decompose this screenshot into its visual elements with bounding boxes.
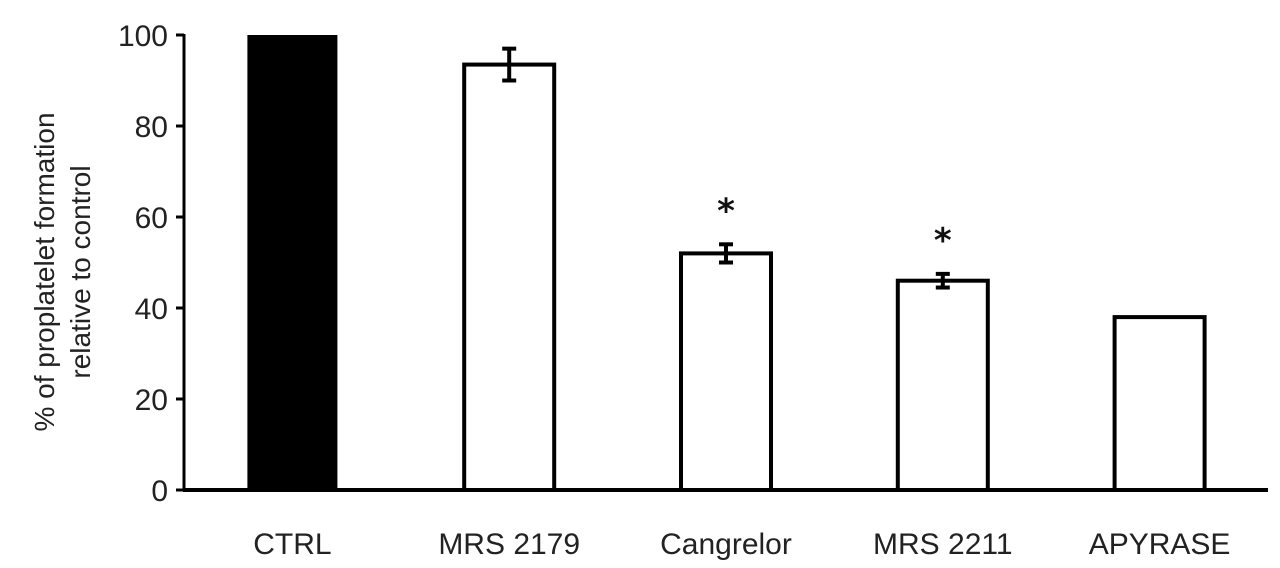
x-axis: CTRL MRS 2179 Cangrelor MRS 2211 APYRASE [183,488,1268,561]
y-tick-label: 20 [135,384,168,417]
y-axis: 0 20 40 60 80 100 [118,20,186,508]
significance-marker: * [934,221,952,261]
y-axis-title-line-2: relative to control [65,165,96,378]
x-category-label: CTRL [253,528,331,561]
bar [462,62,557,492]
y-tick-label: 100 [118,20,168,53]
x-category-label: APYRASE [1089,528,1231,561]
x-category-label: Cangrelor [660,528,792,561]
y-tick-label: 40 [135,293,168,326]
significance-markers: ** [717,191,952,261]
y-axis-title: % of proplatelet formation relative to c… [29,112,96,431]
bar [1112,315,1207,492]
x-category-label: MRS 2179 [438,528,580,561]
significance-marker: * [717,191,735,231]
bar [247,35,338,490]
bar [895,278,990,493]
y-axis-title-line-1: % of proplatelet formation [29,112,60,431]
error-bars-group [502,46,950,290]
y-tick-label: 80 [135,111,168,144]
y-tick-label: 60 [135,202,168,235]
y-tick-label: 0 [151,475,168,508]
x-category-label: MRS 2211 [873,528,1013,561]
bar [679,251,773,492]
